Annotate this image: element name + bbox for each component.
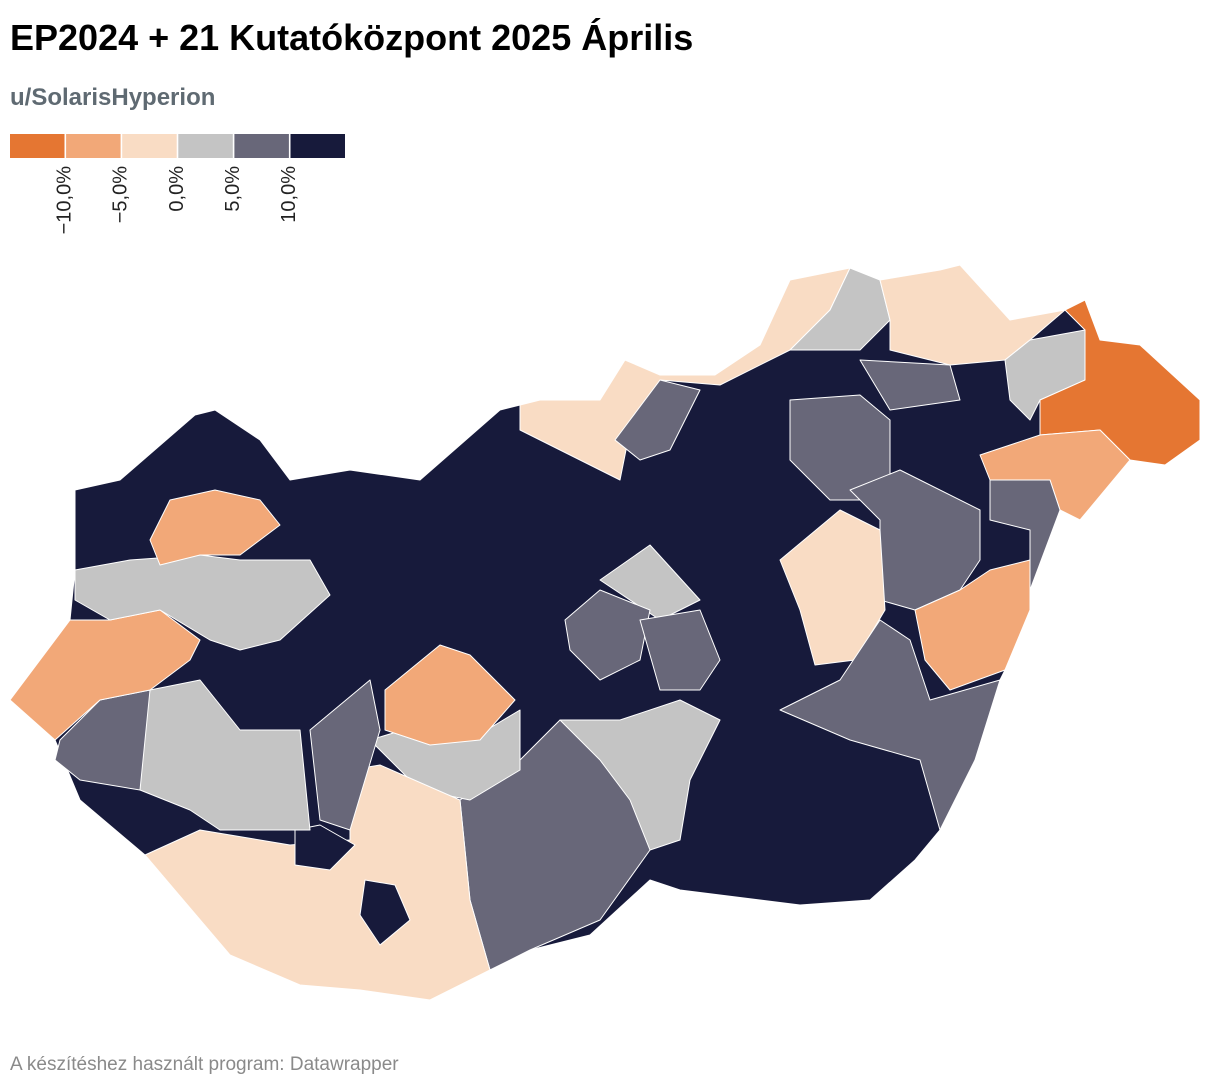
district [639, 609, 721, 691]
district [144, 764, 491, 1001]
legend-tick-label: −10,0% [54, 166, 76, 235]
district [564, 589, 651, 681]
legend-tick-label: 0,0% [166, 166, 188, 212]
legend-swatch [10, 134, 65, 158]
credit: A készítéshez használt program: Datawrap… [10, 1054, 399, 1075]
legend: −10,0% −5,0% 0,0% 5,0% 10,0% [10, 134, 345, 234]
district [779, 619, 1001, 831]
map [9, 264, 1201, 1001]
district [149, 489, 281, 566]
legend-tick-label: 10,0% [278, 166, 300, 223]
district [614, 379, 701, 461]
district [309, 679, 381, 831]
legend-tick-label: −5,0% [110, 166, 132, 223]
title: EP2024 + 21 Kutatóközpont 2025 Április [10, 17, 693, 58]
legend-swatch [290, 134, 345, 158]
legend-swatch [66, 134, 121, 158]
legend-tick-label: 5,0% [222, 166, 244, 212]
district [914, 559, 1031, 691]
district [384, 644, 516, 746]
district [359, 879, 411, 946]
district [294, 824, 356, 871]
legend-swatch [234, 134, 289, 158]
legend-swatch [122, 134, 177, 158]
district [1039, 299, 1201, 466]
subtitle: u/SolarisHyperion [10, 84, 215, 111]
district [859, 359, 961, 411]
legend-swatch [178, 134, 233, 158]
district [9, 609, 201, 741]
